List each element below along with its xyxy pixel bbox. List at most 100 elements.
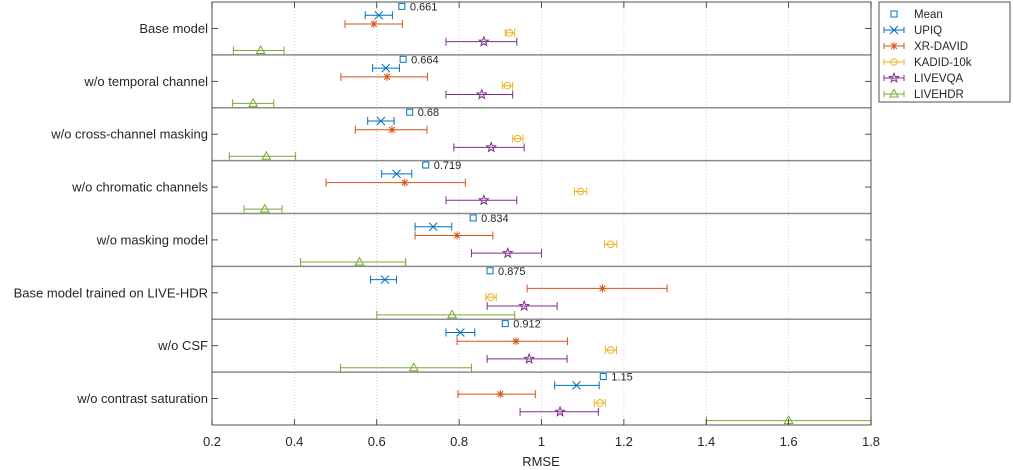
livevqa-marker [485, 141, 498, 153]
livehdr-marker [248, 97, 259, 107]
mean-marker [469, 214, 477, 222]
kadid-10k-marker [606, 240, 615, 249]
legend-label: LIVEVQA [914, 73, 964, 85]
x-tick-label: 1.4 [697, 434, 715, 449]
mean-marker [422, 161, 430, 169]
kadid-10k-marker [606, 346, 615, 354]
upiq-marker [392, 169, 401, 179]
legend-label: LIVEHDR [914, 89, 964, 101]
group-7: 1.15 [457, 372, 872, 425]
xr-david-marker [496, 390, 505, 399]
legend-box [878, 1, 1011, 103]
legend-item: Mean [890, 9, 943, 21]
upiq-marker [572, 380, 581, 390]
axis-ticks: 0.2 0.4 0.6 0.8 1 1.2 1.4 1.6 1.8 Base model w/o t… [14, 2, 880, 449]
mean-value-label: 0.664 [411, 54, 439, 66]
kadid-10k-marker [596, 399, 604, 407]
xr-david-marker [387, 125, 396, 134]
livevqa-marker [501, 246, 514, 259]
mean-marker [406, 108, 414, 116]
mean-value-label: 0.68 [418, 107, 439, 119]
xr-david-marker [400, 178, 409, 187]
mean-marker [398, 2, 406, 10]
livevqa-marker [523, 352, 536, 364]
livehdr-marker [447, 309, 458, 319]
x-tick-label: 1.8 [862, 434, 880, 449]
group-0: 0.661 [232, 1, 518, 55]
legend-label: Mean [914, 9, 943, 21]
legend-label: XR-DAVID [914, 41, 968, 53]
x-tick-label: 0.2 [203, 434, 221, 449]
data-marks: 0.661 0.664 0.68 0.719 0.834 0.875 0.912 1.15 [228, 1, 872, 425]
x-tick-label: 1.2 [615, 434, 633, 449]
legend-marker [890, 42, 898, 50]
kadid-10k-marker [487, 293, 495, 302]
category-label: w/o masking model [96, 232, 208, 247]
livehdr-marker [408, 362, 419, 372]
category-label: w/o contrast saturation [76, 391, 208, 406]
livevqa-marker [475, 88, 488, 100]
mean-value-label: 0.875 [498, 266, 526, 278]
category-label: Base model trained on LIVE-HDR [14, 285, 208, 300]
legend-marker [888, 88, 900, 98]
xr-david-marker [383, 72, 392, 81]
legend-item: XR-DAVID [883, 41, 968, 53]
livehdr-marker [354, 256, 365, 266]
xr-david-marker [369, 20, 378, 29]
legend-item: LIVEVQA [883, 71, 964, 85]
legend-item: KADID-10k [883, 57, 972, 69]
x-tick-label: 1 [538, 434, 545, 449]
legend-item: LIVEHDR [883, 88, 964, 101]
group-1: 0.664 [232, 54, 514, 108]
kadid-10k-marker [503, 81, 512, 90]
livehdr-marker [261, 150, 272, 160]
livevqa-marker [477, 35, 490, 47]
legend: Mean UPIQ XR-DAVID KADID-10k LIVEVQA LIVEHDR [878, 1, 1011, 103]
legend-marker [890, 10, 898, 18]
legend-marker [889, 25, 899, 35]
group-5: 0.875 [370, 266, 668, 319]
mean-value-label: 0.719 [434, 160, 462, 172]
upiq-marker [376, 116, 386, 126]
livehdr-marker [259, 203, 270, 213]
legend-item: UPIQ [883, 25, 942, 37]
livevqa-marker [554, 405, 566, 417]
upiq-marker [456, 328, 465, 337]
mean-value-label: 0.912 [513, 319, 541, 331]
kadid-10k-marker [505, 29, 514, 37]
group-2: 0.68 [228, 107, 525, 161]
kadid-10k-marker [513, 134, 522, 143]
xr-david-marker [511, 337, 520, 346]
legend-label: KADID-10k [914, 57, 972, 69]
category-label: Base model [139, 21, 208, 36]
xr-david-marker [453, 231, 462, 240]
group-4: 0.834 [300, 213, 618, 266]
category-label: w/o temporal channel [83, 74, 208, 89]
upiq-marker [381, 63, 391, 73]
mean-marker [599, 373, 607, 381]
kadid-10k-marker [576, 187, 585, 196]
mean-marker [501, 320, 509, 328]
legend-marker [888, 71, 900, 84]
x-tick-label: 0.6 [368, 434, 386, 449]
mean-value-label: 1.15 [611, 372, 632, 384]
upiq-marker [374, 10, 384, 20]
upiq-marker [428, 222, 438, 232]
xr-david-marker [598, 284, 607, 293]
legend-label: UPIQ [914, 25, 942, 37]
group-separators [212, 54, 871, 373]
livevqa-marker [477, 194, 490, 206]
mean-value-label: 0.661 [410, 1, 438, 13]
category-label: w/o CSF [157, 338, 208, 353]
mean-marker [486, 267, 494, 275]
x-axis-label: RMSE [522, 454, 560, 469]
group-3: 0.719 [243, 160, 588, 214]
legend-marker [890, 58, 898, 66]
mean-marker [399, 55, 407, 63]
x-tick-label: 0.4 [285, 434, 303, 449]
category-label: w/o chromatic channels [71, 180, 208, 195]
x-tick-label: 0.8 [450, 434, 468, 449]
upiq-marker [380, 275, 390, 284]
livevqa-marker [518, 299, 531, 312]
